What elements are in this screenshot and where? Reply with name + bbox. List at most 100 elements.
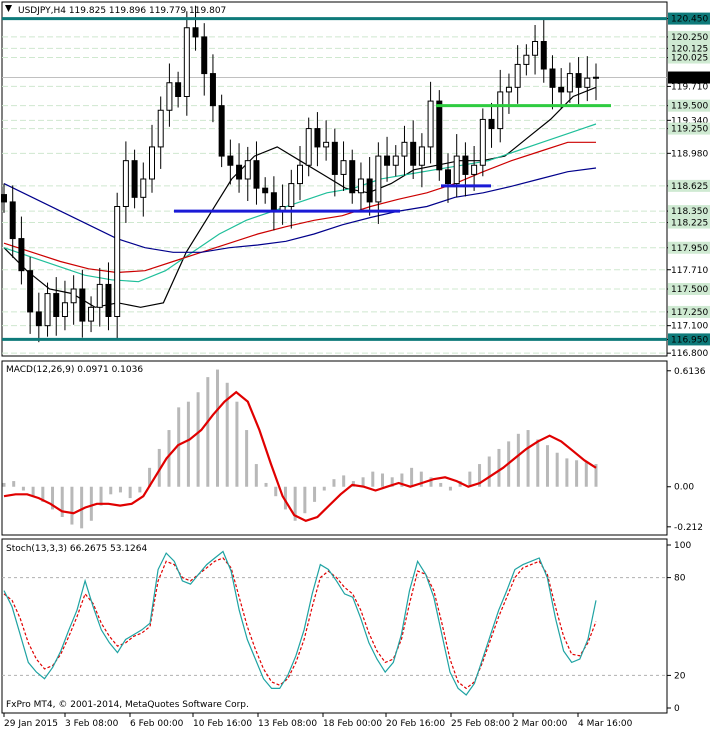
macd-tick-label: 0.6136 [674, 367, 706, 377]
price-tick-label: 119.340 [671, 116, 708, 126]
time-tick-label: 20 Feb 16:00 [386, 719, 445, 729]
price-level-box [668, 122, 710, 135]
stochastic-pane-frame [1, 538, 668, 714]
candle-body [61, 302, 68, 317]
candle-body [523, 54, 530, 65]
macd-bar [516, 433, 520, 487]
candle-body [366, 178, 373, 203]
price-pane[interactable]: USDJPY,H4 119.825 119.896 119.779 119.80… [1, 1, 711, 359]
price-tick-label: 120.450 [671, 15, 708, 25]
current-price-label: 119.807 [671, 74, 708, 84]
macd-bar [555, 452, 559, 487]
stochastic-lines [3, 550, 597, 696]
macd-bar [361, 477, 365, 487]
stochastic-title: Stoch(13,3,3) 66.2675 53.1264 [6, 544, 147, 554]
macd-bar [478, 464, 482, 487]
candle-body [505, 86, 512, 93]
price-tick-label: 116.950 [671, 335, 708, 345]
stochastic-tick-label: 100 [674, 541, 691, 551]
macd-bar [283, 486, 287, 510]
current-price-box [668, 71, 710, 84]
price-tick-label: 120.125 [671, 44, 708, 54]
price-level-box [668, 99, 710, 112]
macd-bar [186, 401, 190, 487]
stochastic-pane[interactable]: Stoch(13,3,3) 66.2675 53.1264 FxPro MT4,… [1, 538, 691, 714]
price-tick-label: 119.250 [671, 125, 708, 135]
price-level-box [668, 42, 710, 55]
macd-bar [497, 448, 501, 487]
price-tick-label: 120.025 [671, 54, 708, 64]
horizontal-levels[interactable] [2, 17, 667, 341]
time-tick-label: 10 Feb 16:00 [193, 719, 252, 729]
candle-body [540, 41, 547, 70]
price-tick-label: 118.350 [671, 207, 708, 217]
candle-body [18, 238, 25, 272]
candle-body [384, 155, 391, 166]
price-tick-label: 117.950 [671, 244, 708, 254]
price-level-box [668, 333, 710, 346]
candle-body [166, 82, 173, 111]
macd-bar [313, 486, 317, 502]
candle-body [122, 160, 129, 208]
candle-body [244, 160, 251, 180]
moving-average-line [3, 167, 597, 253]
candle-body [375, 155, 382, 203]
price-tick-label: 117.500 [671, 285, 708, 295]
price-level-box [668, 12, 710, 25]
candle-body [593, 76, 599, 79]
candle-body [558, 86, 565, 93]
price-level-box [668, 51, 710, 64]
candle-body [218, 105, 225, 157]
support-resistance-lines[interactable] [174, 104, 611, 213]
candle-body [436, 100, 443, 171]
stochastic-tick-label: 80 [674, 574, 686, 584]
candle-body [140, 178, 147, 198]
macd-bar [60, 486, 64, 517]
macd-bar [177, 407, 181, 487]
candle-body [183, 27, 190, 97]
macd-bar [109, 486, 113, 495]
candle-body [9, 201, 16, 240]
candle-body [418, 146, 425, 166]
candle-body [471, 164, 478, 175]
candle-body [201, 36, 208, 75]
candle-body [131, 160, 138, 198]
candle-body [209, 73, 216, 107]
macd-bar [196, 392, 200, 487]
candlesticks [1, 5, 599, 343]
collapse-triangle-icon[interactable] [5, 5, 12, 12]
price-level-box [668, 179, 710, 192]
candle-body [497, 91, 504, 130]
price-tick-label: 117.100 [671, 322, 708, 332]
macd-pane[interactable]: MACD(12,26,9) 0.0971 0.1036 0.6136 0.00 -0… [1, 360, 706, 536]
time-tick-label: 3 Feb 08:00 [65, 719, 119, 729]
candle-body [549, 68, 556, 88]
candle-body [479, 118, 486, 166]
macd-bar [410, 467, 414, 487]
price-level-box [668, 241, 710, 254]
time-axis: 29 Jan 2015 3 Feb 08:00 6 Feb 00:00 10 Feb … [3, 713, 633, 729]
macd-bar [332, 479, 336, 487]
candle-body [253, 160, 260, 189]
candle-body [227, 155, 234, 166]
price-tick-label: 117.710 [671, 266, 708, 276]
macd-bar [448, 486, 452, 491]
time-tick-label: 18 Feb 00:00 [323, 719, 382, 729]
candle-body [1, 194, 7, 203]
macd-bar [584, 462, 588, 487]
candle-body [88, 306, 95, 322]
candle-body [114, 206, 121, 317]
price-tick-label: 120.250 [671, 33, 708, 43]
macd-bar [167, 430, 171, 487]
macd-bar [21, 486, 25, 491]
macd-bar [99, 486, 103, 506]
macd-bar [128, 486, 132, 499]
macd-bar [148, 467, 152, 487]
macd-bar [351, 481, 355, 487]
candle-body [462, 155, 469, 175]
macd-bar [487, 456, 491, 487]
candle-body [96, 283, 103, 308]
candle-body [575, 73, 582, 88]
